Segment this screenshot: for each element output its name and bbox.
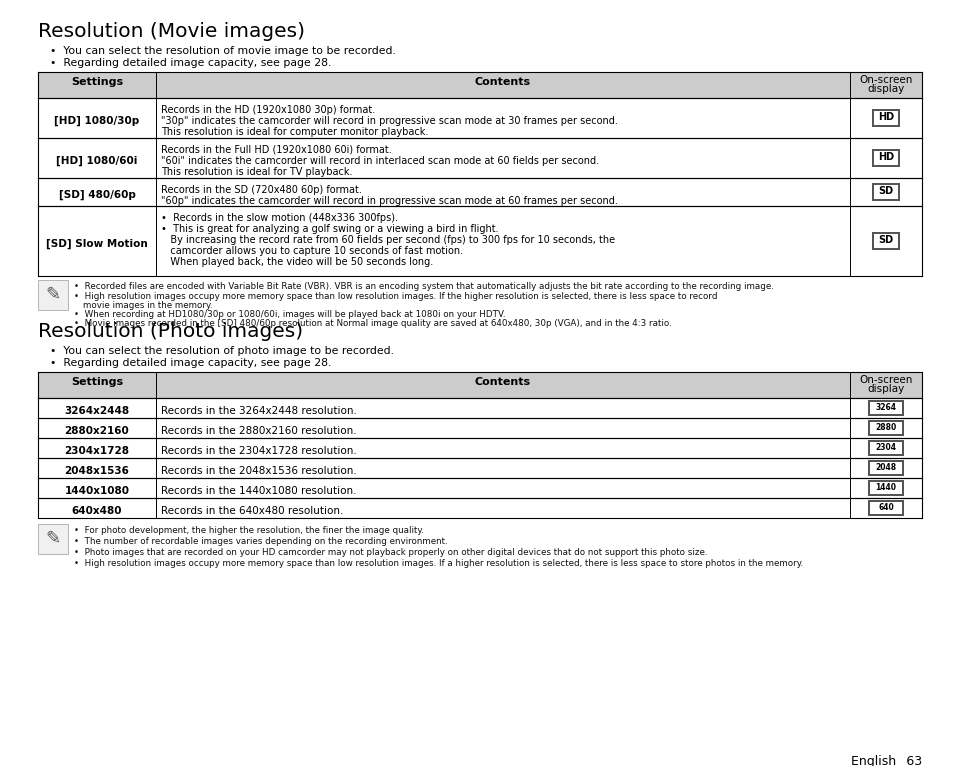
Bar: [867, 500, 903, 516]
Text: 2304x1728: 2304x1728: [65, 446, 130, 456]
Bar: [867, 420, 903, 436]
Text: [HD] 1080/30p: [HD] 1080/30p: [54, 116, 139, 126]
Text: Records in the 2880x2160 resolution.: Records in the 2880x2160 resolution.: [161, 426, 356, 436]
Text: Contents: Contents: [475, 77, 531, 87]
Text: HD: HD: [877, 112, 893, 122]
Bar: [869, 462, 901, 474]
Text: •  Movie images recorded in the [SD] 480/60p resolution at Normal image quality : • Movie images recorded in the [SD] 480/…: [74, 319, 671, 328]
Text: Records in the 1440x1080 resolution.: Records in the 1440x1080 resolution.: [161, 486, 356, 496]
Bar: [38, 438, 921, 458]
Text: •  Regarding detailed image capacity, see page 28.: • Regarding detailed image capacity, see…: [50, 58, 331, 68]
Text: Resolution (Movie images): Resolution (Movie images): [38, 22, 305, 41]
Text: Contents: Contents: [475, 377, 531, 387]
Bar: [869, 422, 901, 434]
Text: movie images in the memory.: movie images in the memory.: [83, 301, 213, 310]
Bar: [867, 460, 903, 476]
Text: •  When recording at HD1080/30p or 1080/60i, images will be played back at 1080i: • When recording at HD1080/30p or 1080/6…: [74, 310, 505, 319]
Text: •  High resolution images occupy more memory space than low resolution images. I: • High resolution images occupy more mem…: [74, 559, 802, 568]
Text: This resolution is ideal for TV playback.: This resolution is ideal for TV playback…: [161, 167, 352, 177]
Bar: [873, 111, 897, 125]
Bar: [871, 149, 899, 167]
Text: 2048: 2048: [875, 463, 896, 472]
Bar: [869, 402, 901, 414]
Bar: [867, 480, 903, 496]
Text: 2048x1536: 2048x1536: [65, 466, 130, 476]
Text: SD: SD: [878, 235, 893, 245]
Text: [SD] 480/60p: [SD] 480/60p: [58, 190, 135, 200]
Text: •  This is great for analyzing a golf swing or a viewing a bird in flight.: • This is great for analyzing a golf swi…: [161, 224, 498, 234]
Text: 2880: 2880: [875, 423, 896, 431]
Bar: [871, 183, 899, 201]
Text: •  Records in the slow motion (448x336 300fps).: • Records in the slow motion (448x336 30…: [161, 213, 397, 223]
Text: "60p" indicates the camcorder will record in progressive scan mode at 60 frames : "60p" indicates the camcorder will recor…: [161, 196, 618, 206]
Bar: [867, 440, 903, 456]
Text: 2304: 2304: [875, 443, 896, 451]
Text: •  Recorded files are encoded with Variable Bit Rate (VBR). VBR is an encoding s: • Recorded files are encoded with Variab…: [74, 282, 773, 291]
Text: By increasing the record rate from 60 fields per second (fps) to 300 fps for 10 : By increasing the record rate from 60 fi…: [161, 235, 615, 245]
Bar: [869, 482, 901, 494]
Text: This resolution is ideal for computer monitor playback.: This resolution is ideal for computer mo…: [161, 127, 428, 137]
Text: "60i" indicates the camcorder will record in interlaced scan mode at 60 fields p: "60i" indicates the camcorder will recor…: [161, 156, 598, 166]
Text: Records in the 640x480 resolution.: Records in the 640x480 resolution.: [161, 506, 343, 516]
Text: ✎: ✎: [46, 530, 60, 548]
Text: •  The number of recordable images varies depending on the recording environment: • The number of recordable images varies…: [74, 537, 447, 546]
Bar: [871, 109, 899, 127]
Text: Records in the 3264x2448 resolution.: Records in the 3264x2448 resolution.: [161, 406, 356, 416]
Text: HD: HD: [877, 152, 893, 162]
Bar: [38, 398, 921, 418]
Bar: [869, 442, 901, 454]
Text: English _63: English _63: [850, 755, 921, 766]
Text: •  You can select the resolution of movie image to be recorded.: • You can select the resolution of movie…: [50, 46, 395, 56]
Text: display: display: [866, 84, 903, 94]
Text: Records in the 2048x1536 resolution.: Records in the 2048x1536 resolution.: [161, 466, 356, 476]
Text: Records in the HD (1920x1080 30p) format.: Records in the HD (1920x1080 30p) format…: [161, 105, 375, 115]
Bar: [38, 98, 921, 138]
Bar: [38, 138, 921, 178]
Text: 2880x2160: 2880x2160: [65, 426, 130, 436]
Text: •  Photo images that are recorded on your HD camcorder may not playback properly: • Photo images that are recorded on your…: [74, 548, 707, 557]
Text: Records in the 2304x1728 resolution.: Records in the 2304x1728 resolution.: [161, 446, 356, 456]
Text: •  You can select the resolution of photo image to be recorded.: • You can select the resolution of photo…: [50, 346, 394, 356]
Bar: [38, 498, 921, 518]
Bar: [38, 524, 68, 554]
Text: 640: 640: [877, 502, 893, 512]
Text: "30p" indicates the camcorder will record in progressive scan mode at 30 frames : "30p" indicates the camcorder will recor…: [161, 116, 618, 126]
Text: 1440: 1440: [875, 483, 896, 492]
Text: ✎: ✎: [46, 286, 60, 304]
Bar: [38, 478, 921, 498]
Bar: [38, 458, 921, 478]
Text: When played back, the video will be 50 seconds long.: When played back, the video will be 50 s…: [161, 257, 433, 267]
Text: display: display: [866, 384, 903, 394]
Text: Settings: Settings: [71, 77, 123, 87]
Bar: [867, 400, 903, 416]
Text: 3264x2448: 3264x2448: [65, 406, 130, 416]
Text: On-screen: On-screen: [859, 75, 912, 85]
Text: Records in the SD (720x480 60p) format.: Records in the SD (720x480 60p) format.: [161, 185, 361, 195]
Bar: [873, 234, 897, 248]
Bar: [871, 232, 899, 250]
Text: Resolution (Photo images): Resolution (Photo images): [38, 322, 303, 341]
Text: Records in the Full HD (1920x1080 60i) format.: Records in the Full HD (1920x1080 60i) f…: [161, 145, 392, 155]
Bar: [38, 280, 68, 310]
Bar: [873, 151, 897, 165]
Text: •  Regarding detailed image capacity, see page 28.: • Regarding detailed image capacity, see…: [50, 358, 331, 368]
Bar: [869, 502, 901, 514]
Text: 640x480: 640x480: [71, 506, 122, 516]
Text: Settings: Settings: [71, 377, 123, 387]
Bar: [38, 418, 921, 438]
Text: SD: SD: [878, 186, 893, 196]
Text: [SD] Slow Motion: [SD] Slow Motion: [46, 239, 148, 249]
Text: 3264: 3264: [875, 402, 896, 411]
Bar: [38, 206, 921, 276]
Text: camcorder allows you to capture 10 seconds of fast motion.: camcorder allows you to capture 10 secon…: [161, 246, 462, 256]
Text: •  For photo development, the higher the resolution, the finer the image quality: • For photo development, the higher the …: [74, 526, 423, 535]
Bar: [873, 185, 897, 199]
Text: 1440x1080: 1440x1080: [65, 486, 130, 496]
Text: [HD] 1080/60i: [HD] 1080/60i: [56, 155, 137, 166]
Text: On-screen: On-screen: [859, 375, 912, 385]
Bar: [38, 372, 921, 398]
Text: •  High resolution images occupy more memory space than low resolution images. I: • High resolution images occupy more mem…: [74, 292, 717, 301]
Bar: [38, 72, 921, 98]
Bar: [38, 178, 921, 206]
